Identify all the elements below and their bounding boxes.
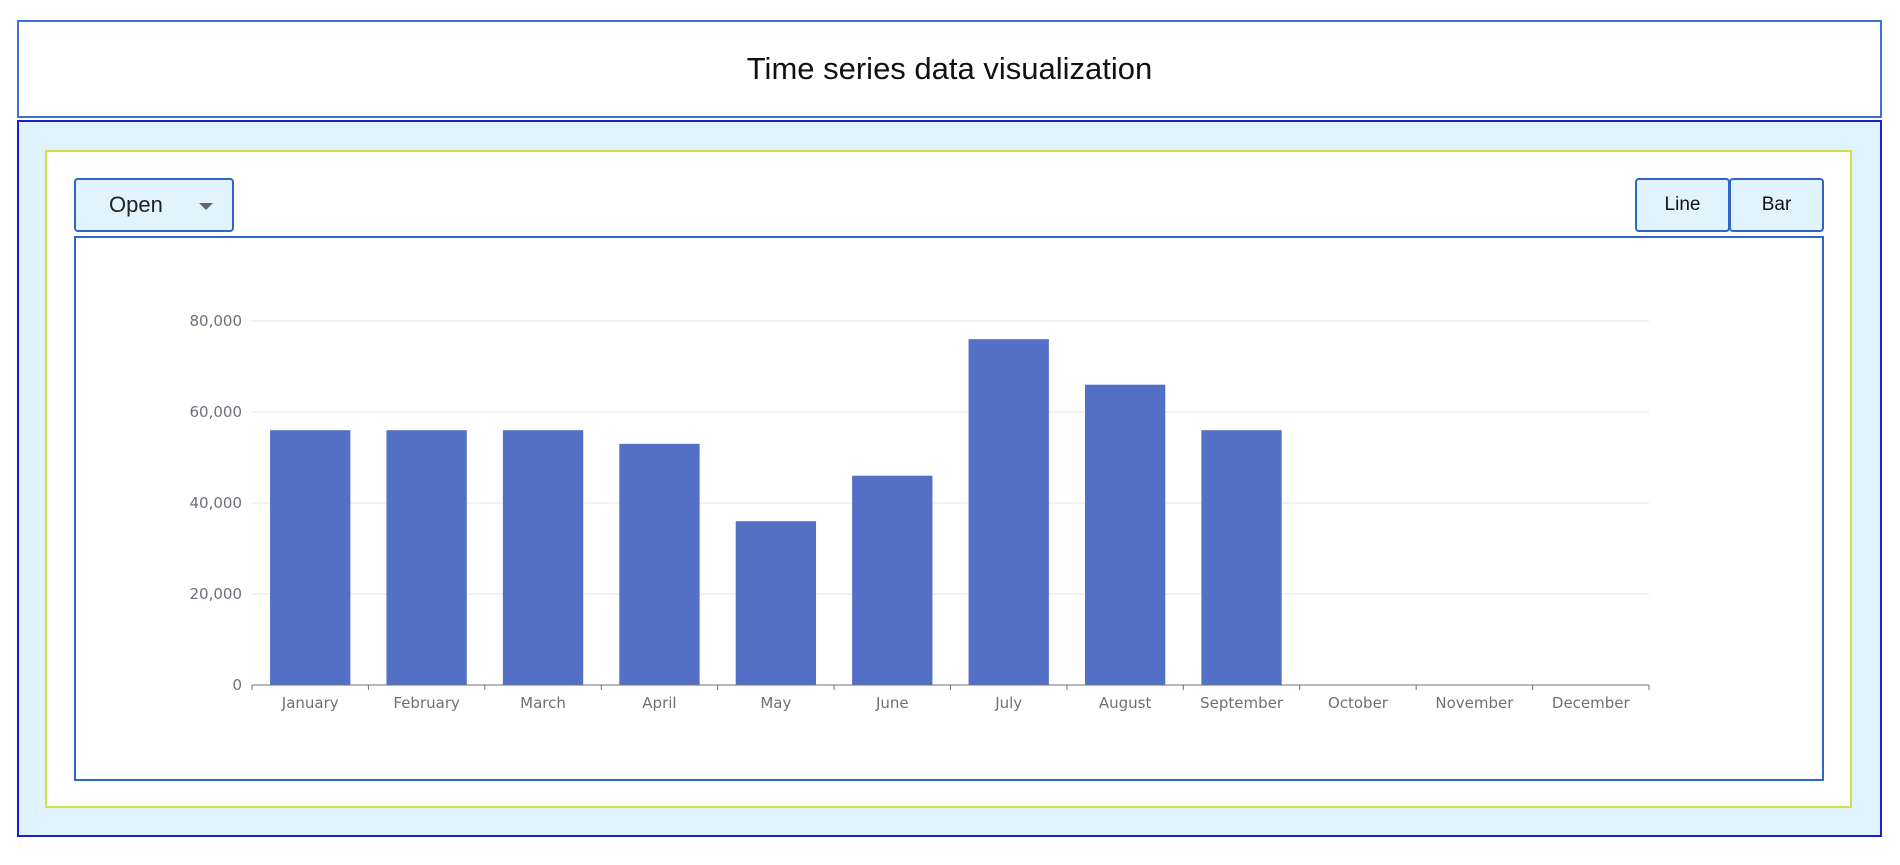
bar-chart-button[interactable]: Bar: [1729, 178, 1824, 232]
x-tick-label: June: [875, 694, 909, 712]
x-tick-label: May: [760, 694, 791, 712]
x-tick-label: August: [1099, 694, 1152, 712]
x-tick-label: July: [994, 694, 1022, 712]
field-select-dropdown[interactable]: Open: [74, 178, 234, 232]
x-tick-label: November: [1435, 694, 1514, 712]
chart-area: 0 20,000 40,000 60,000 80,000 January February…: [74, 236, 1824, 781]
bar: [1201, 430, 1282, 685]
bar: [502, 430, 584, 685]
x-tick-label: September: [1200, 694, 1284, 712]
header-bar: Time series data visualization: [17, 20, 1882, 118]
chevron-down-icon: [199, 203, 213, 210]
line-chart-button[interactable]: Line: [1635, 178, 1730, 232]
page-title: Time series data visualization: [746, 51, 1153, 86]
y-tick-label: 40,000: [190, 494, 243, 512]
bar: [619, 443, 700, 685]
bar: [1084, 384, 1166, 685]
y-tick-label: 80,000: [190, 312, 243, 330]
x-tick-label: October: [1328, 694, 1389, 712]
x-tick-label: April: [642, 694, 676, 712]
bar: [968, 339, 1049, 685]
x-tick-label: January: [281, 694, 339, 712]
bar: [852, 475, 933, 685]
x-tick-label: February: [393, 694, 460, 712]
x-tick-label: March: [520, 694, 566, 712]
y-tick-label: 0: [232, 676, 242, 694]
dropdown-selected-value: Open: [109, 192, 163, 217]
bar: [386, 430, 467, 685]
x-tick-label: December: [1552, 694, 1631, 712]
y-tick-label: 60,000: [190, 403, 243, 421]
bar: [735, 521, 817, 685]
bar-chart: 0 20,000 40,000 60,000 80,000 January February…: [190, 312, 1650, 712]
bar: [270, 430, 351, 685]
y-tick-label: 20,000: [190, 585, 243, 603]
